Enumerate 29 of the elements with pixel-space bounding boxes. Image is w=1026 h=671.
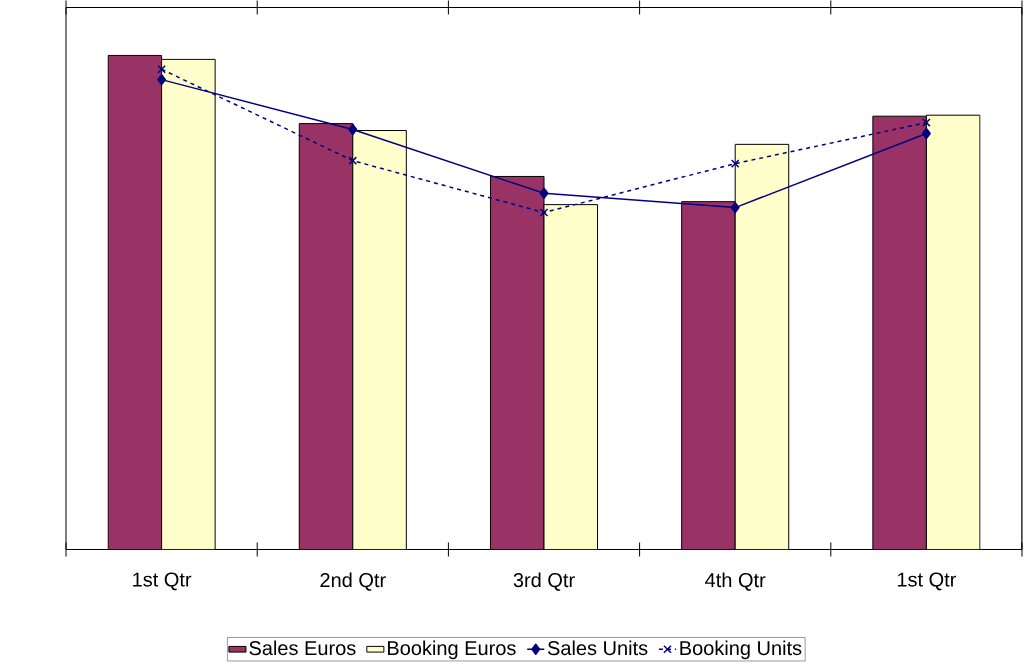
point [348, 156, 358, 165]
legend-label: Sales Units [547, 640, 648, 655]
point [348, 123, 358, 136]
x-tick-label: 3rd Qtr [513, 572, 575, 591]
legend-label: Sales Euros [249, 640, 356, 655]
legend-label: Booking Euros [388, 640, 516, 659]
bar [352, 129, 407, 550]
bar [107, 54, 163, 550]
point [730, 201, 740, 214]
legend-label: Booking Units [680, 640, 802, 659]
bar [925, 114, 981, 550]
bar [161, 58, 216, 550]
point [157, 64, 166, 74]
x-tick-label: 2nd Qtr [320, 572, 386, 591]
point [157, 73, 167, 86]
bar [734, 143, 790, 550]
bar [543, 203, 599, 550]
point [921, 127, 931, 139]
bar [489, 175, 545, 550]
x-tick-label: 1st Qtr [897, 572, 957, 590]
x-tick-label: 1st Qtr [133, 572, 192, 590]
point [730, 159, 740, 168]
point [539, 208, 549, 217]
point [539, 187, 549, 199]
x-tick-label: 4th Qtr [705, 572, 766, 591]
bar [298, 122, 354, 550]
bar [872, 115, 927, 550]
bar [681, 200, 736, 550]
point [922, 118, 931, 127]
